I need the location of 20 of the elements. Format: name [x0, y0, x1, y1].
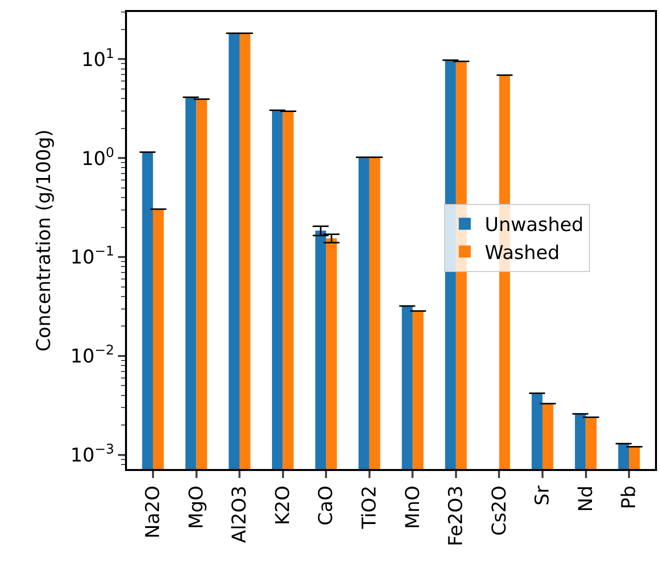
y-tick-label: 10$^{−1}$: [70, 244, 114, 269]
x-tick-label: TiO2: [358, 486, 381, 530]
x-tick-label: Na2O: [142, 486, 164, 539]
legend-label: Washed: [484, 242, 560, 264]
x-tick-label: Sr: [532, 485, 554, 506]
x-tick-label: Pb: [618, 486, 640, 510]
x-tick-label: Fe2O3: [445, 486, 468, 546]
x-tick-label: Nd: [574, 486, 597, 512]
y-axis-title: Concentration (g/100g): [32, 129, 55, 352]
x-tick-label: CaO: [315, 486, 338, 526]
y-tick-label: 10$^{−2}$: [70, 344, 114, 368]
x-tick-label: MgO: [185, 486, 208, 530]
x-tick-label: Cs2O: [488, 486, 510, 536]
y-tick-label: 10$^{0}$: [82, 146, 114, 170]
x-tick-label: MnO: [402, 486, 424, 529]
y-tick-label: 10$^{−3}$: [70, 442, 114, 467]
y-tick-label: 10$^{1}$: [82, 46, 114, 71]
x-tick-label: K2O: [272, 486, 294, 526]
legend-label: Unwashed: [484, 214, 584, 236]
x-tick-label: Al2O3: [228, 486, 251, 544]
